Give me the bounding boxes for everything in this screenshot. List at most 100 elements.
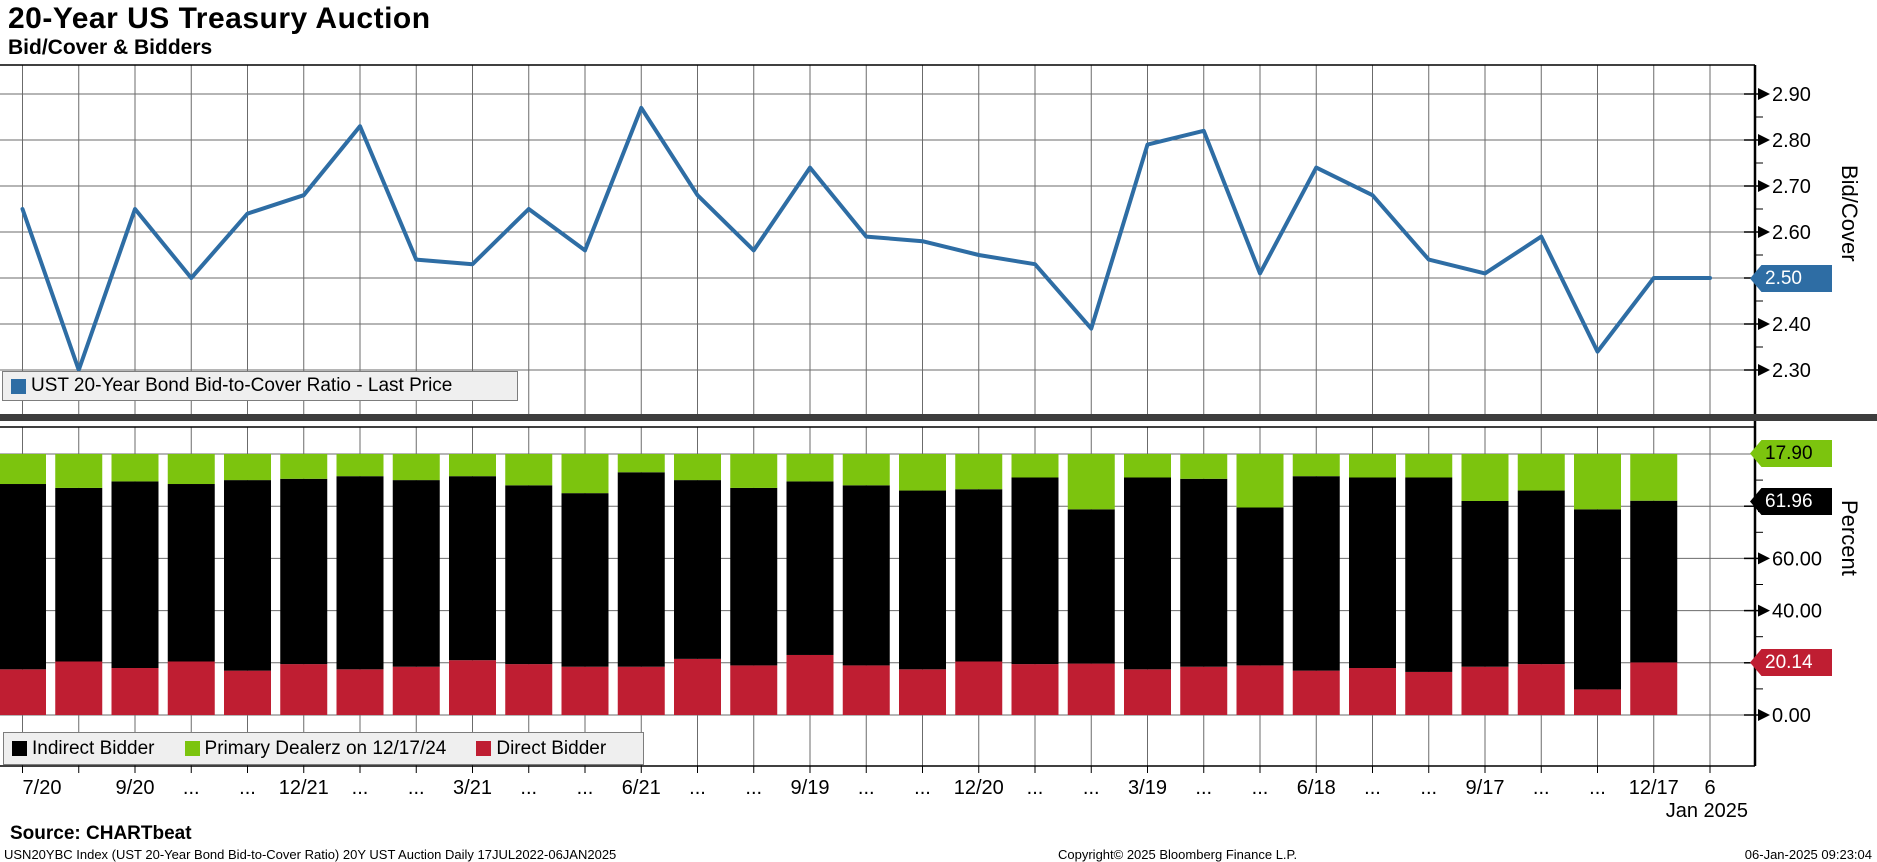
bar-direct-segment[interactable]	[1517, 664, 1565, 715]
last-value-tag-indirect: 61.96	[1750, 488, 1832, 515]
bar-indirect-segment[interactable]	[336, 476, 384, 670]
bar-direct-segment[interactable]	[1574, 689, 1621, 715]
bar-direct-segment[interactable]	[1236, 665, 1284, 715]
bar-direct-segment[interactable]	[1067, 663, 1115, 715]
bar-dealer-segment[interactable]	[0, 454, 46, 485]
legend-entry-direct[interactable]: Direct Bidder	[476, 738, 606, 760]
bar-dealer-segment[interactable]	[1067, 454, 1115, 510]
bar-direct-segment[interactable]	[730, 665, 778, 715]
bar-direct-segment[interactable]	[449, 660, 496, 715]
bar-indirect-segment[interactable]	[1349, 477, 1396, 669]
bar-indirect-segment[interactable]	[674, 480, 721, 659]
bar-dealer-segment[interactable]	[842, 454, 890, 486]
bar-indirect-segment[interactable]	[167, 484, 215, 662]
bar-indirect-segment[interactable]	[111, 481, 159, 669]
bar-indirect-segment[interactable]	[1236, 507, 1284, 666]
bar-direct-segment[interactable]	[842, 665, 890, 715]
bar-direct-segment[interactable]	[392, 666, 440, 715]
bar-direct-segment[interactable]	[899, 669, 946, 715]
bar-indirect-segment[interactable]	[392, 480, 440, 667]
bar-direct-segment[interactable]	[786, 654, 834, 715]
bar-dealer-segment[interactable]	[280, 454, 328, 479]
bar-indirect-segment[interactable]	[561, 493, 609, 667]
bar-indirect-segment[interactable]	[899, 490, 946, 670]
bar-direct-segment[interactable]	[1349, 668, 1396, 715]
bar-dealer-segment[interactable]	[1630, 454, 1678, 501]
bar-indirect-segment[interactable]	[842, 485, 890, 666]
bar-dealer-segment[interactable]	[617, 454, 665, 473]
bar-direct-segment[interactable]	[1461, 666, 1509, 715]
bar-indirect-segment[interactable]	[955, 489, 1003, 662]
bar-dealer-segment[interactable]	[1180, 454, 1228, 479]
stacked-bars[interactable]	[0, 454, 1678, 715]
bar-direct-segment[interactable]	[167, 661, 215, 715]
bar-direct-segment[interactable]	[224, 670, 271, 715]
bar-dealer-segment[interactable]	[1292, 454, 1340, 477]
svg-text:2.60: 2.60	[1772, 222, 1811, 244]
bar-indirect-segment[interactable]	[55, 487, 103, 662]
bar-dealer-segment[interactable]	[1517, 454, 1565, 491]
bar-indirect-segment[interactable]	[1180, 478, 1228, 667]
bar-direct-segment[interactable]	[336, 669, 384, 715]
bar-dealer-segment[interactable]	[674, 454, 721, 481]
bar-indirect-segment[interactable]	[1630, 500, 1678, 663]
bar-indirect-segment[interactable]	[1574, 509, 1621, 690]
bar-indirect-segment[interactable]	[224, 480, 271, 671]
bar-direct-segment[interactable]	[674, 658, 721, 715]
bar-direct-segment[interactable]	[1630, 662, 1678, 715]
bar-indirect-segment[interactable]	[505, 485, 553, 665]
bar-dealer-segment[interactable]	[111, 454, 159, 482]
bar-indirect-segment[interactable]	[730, 487, 778, 666]
bar-indirect-segment[interactable]	[1011, 477, 1059, 665]
bar-dealer-segment[interactable]	[167, 454, 215, 485]
bar-dealer-segment[interactable]	[1574, 454, 1621, 510]
bar-direct-segment[interactable]	[1011, 664, 1059, 715]
bar-direct-segment[interactable]	[111, 668, 159, 715]
bar-dealer-segment[interactable]	[1236, 454, 1284, 508]
bar-dealer-segment[interactable]	[336, 454, 384, 477]
bar-dealer-segment[interactable]	[1461, 454, 1509, 501]
bar-direct-segment[interactable]	[617, 666, 665, 715]
bar-dealer-segment[interactable]	[786, 454, 834, 482]
bar-indirect-segment[interactable]	[280, 478, 328, 665]
bar-direct-segment[interactable]	[955, 661, 1003, 715]
bar-direct-segment[interactable]	[1180, 666, 1228, 715]
bar-direct-segment[interactable]	[505, 664, 553, 715]
bar-dealer-segment[interactable]	[955, 454, 1003, 490]
bar-dealer-segment[interactable]	[505, 454, 553, 486]
bar-indirect-segment[interactable]	[1292, 476, 1340, 671]
bar-dealer-segment[interactable]	[1124, 454, 1171, 478]
bar-direct-segment[interactable]	[561, 666, 609, 715]
legend-entry-indirect[interactable]: Indirect Bidder	[12, 738, 155, 760]
bar-indirect-segment[interactable]	[1124, 477, 1171, 670]
bar-indirect-segment[interactable]	[786, 481, 834, 655]
bar-direct-segment[interactable]	[1292, 670, 1340, 715]
bar-indirect-segment[interactable]	[617, 472, 665, 667]
bar-indirect-segment[interactable]	[1405, 477, 1453, 672]
bar-dealer-segment[interactable]	[1349, 454, 1396, 478]
bar-direct-segment[interactable]	[1405, 671, 1453, 715]
bar-dealer-segment[interactable]	[1011, 454, 1059, 478]
indirect-bidder-swatch-icon	[12, 741, 27, 756]
bar-dealer-segment[interactable]	[1405, 454, 1453, 478]
bar-direct-segment[interactable]	[0, 669, 46, 715]
bar-dealer-segment[interactable]	[449, 454, 496, 477]
legend-entry-dealer[interactable]: Primary Dealerz on 12/17/24	[184, 738, 446, 760]
bar-dealer-segment[interactable]	[561, 454, 609, 494]
bar-dealer-segment[interactable]	[392, 454, 440, 481]
bottom-panel-legend[interactable]: Indirect Bidder Primary Dealerz on 12/17…	[3, 732, 644, 765]
bar-indirect-segment[interactable]	[449, 476, 496, 661]
bar-direct-segment[interactable]	[55, 661, 103, 715]
bar-dealer-segment[interactable]	[55, 454, 103, 488]
bar-dealer-segment[interactable]	[730, 454, 778, 488]
bar-dealer-segment[interactable]	[224, 454, 271, 481]
bid-to-cover-line[interactable]	[20, 105, 1712, 372]
bar-direct-segment[interactable]	[280, 664, 328, 715]
top-panel-legend[interactable]: UST 20-Year Bond Bid-to-Cover Ratio - La…	[2, 371, 518, 401]
bar-indirect-segment[interactable]	[1517, 490, 1565, 665]
bar-indirect-segment[interactable]	[0, 484, 46, 670]
bar-dealer-segment[interactable]	[899, 454, 946, 491]
bar-indirect-segment[interactable]	[1461, 500, 1509, 667]
bar-direct-segment[interactable]	[1124, 669, 1171, 715]
bar-indirect-segment[interactable]	[1067, 509, 1115, 664]
